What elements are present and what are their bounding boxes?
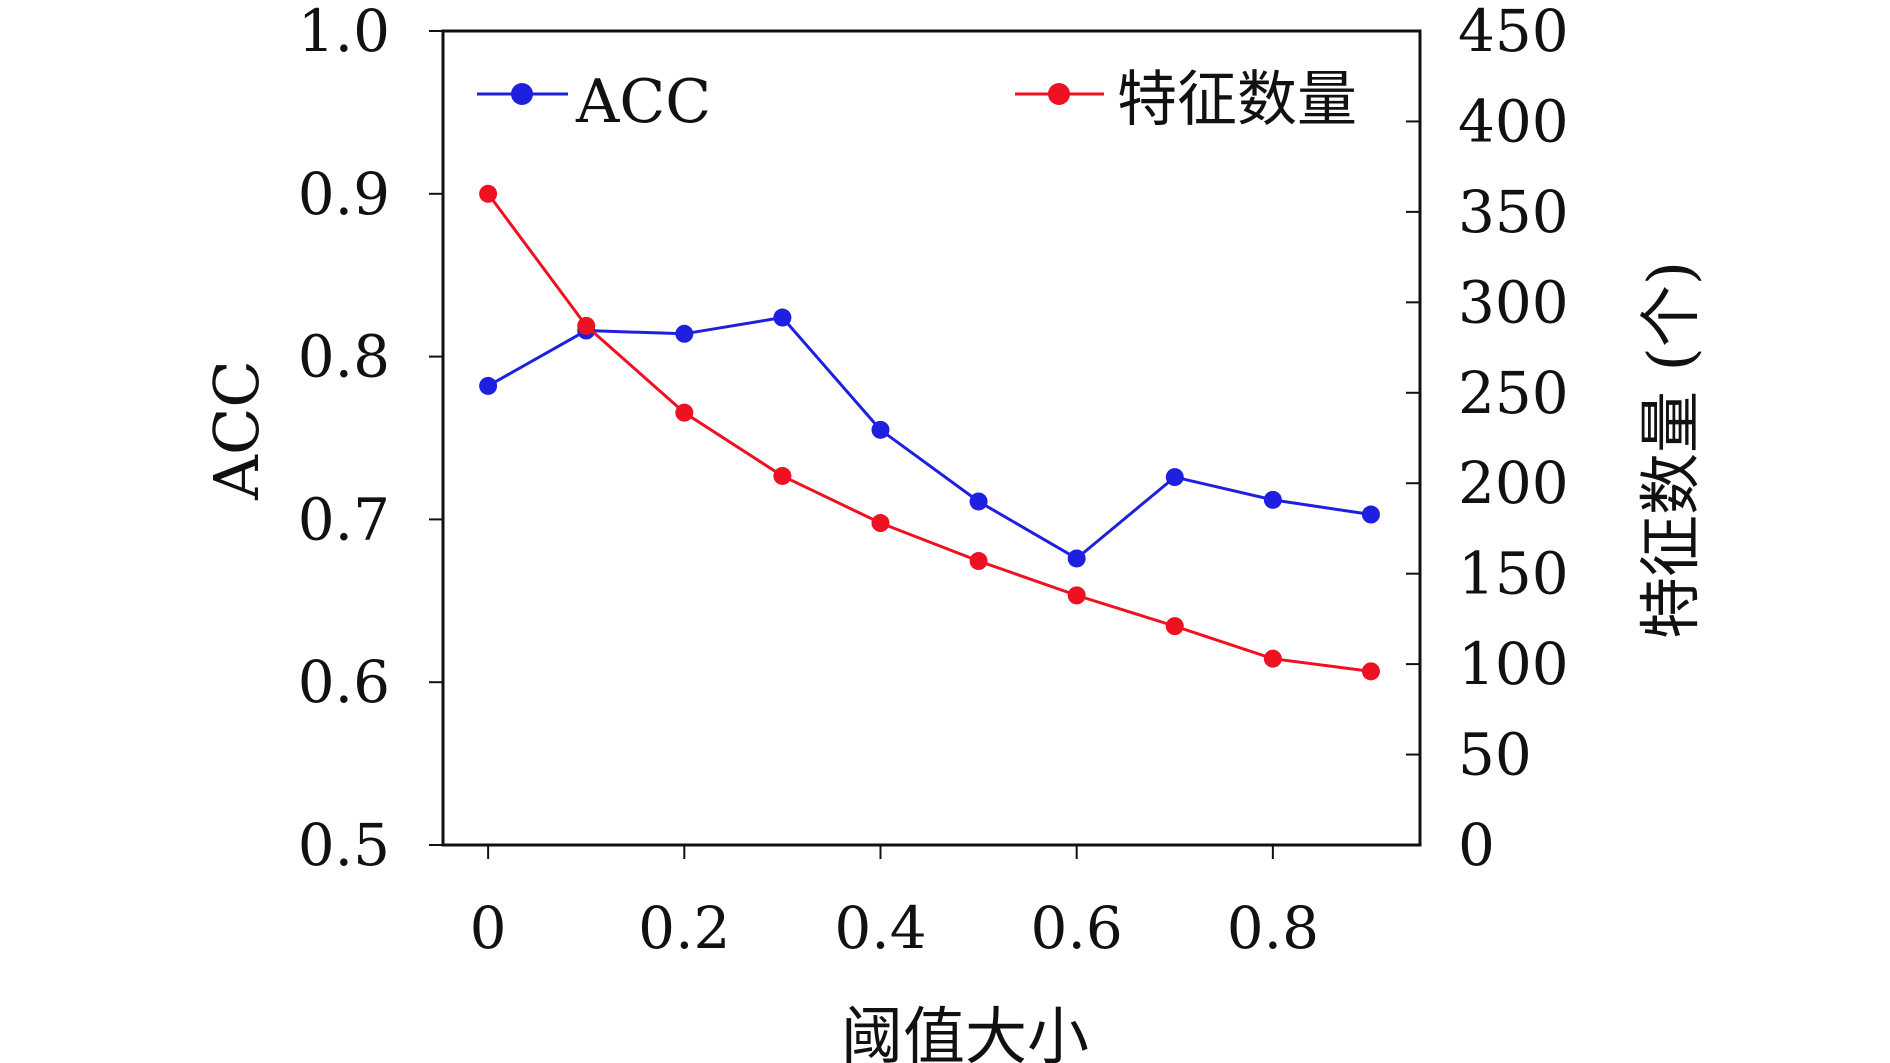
y-tick-label: 0.6: [298, 648, 390, 716]
legend-marker-feature-count: [1048, 83, 1070, 105]
plot-frame: [441, 29, 1422, 847]
data-point-acc: [773, 308, 792, 327]
x-tick-label: 0: [470, 894, 507, 962]
legend-marker-acc: [511, 83, 533, 105]
y2-tick-label: 250: [1458, 359, 1569, 427]
data-point-feature-count: [675, 403, 694, 422]
x-tick-label: 0.8: [1227, 894, 1319, 962]
data-point-acc: [1263, 490, 1282, 509]
y-tick-label: 1.0: [298, 0, 390, 65]
y2-tick-label: 200: [1458, 449, 1569, 517]
x-tick-label: 0.6: [1031, 894, 1123, 962]
data-point-acc: [1165, 468, 1184, 487]
data-point-feature-count: [969, 552, 988, 571]
data-point-feature-count: [1067, 586, 1086, 605]
data-point-acc: [969, 492, 988, 511]
y-axis-title: ACC: [200, 360, 273, 501]
data-point-feature-count: [871, 514, 890, 533]
y2-tick-label: 100: [1458, 630, 1569, 698]
x-axis-ticks: 0 0.2 0.4 0.6 0.8: [470, 845, 1319, 962]
y2-axis-ticks: 0 50 100 150 200 250 300 350 400 450: [1406, 0, 1569, 879]
y2-axis-title: 特征数量 (个): [1634, 261, 1707, 639]
series-layer: [479, 184, 1380, 681]
y-tick-label: 0.7: [298, 485, 390, 553]
y2-tick-label: 350: [1458, 178, 1569, 246]
data-point-feature-count: [773, 466, 792, 485]
data-point-acc: [675, 324, 694, 343]
x-tick-label: 0.2: [638, 894, 730, 962]
y2-tick-label: 450: [1458, 0, 1569, 65]
y2-tick-label: 150: [1458, 540, 1569, 608]
legend-label-feature-count: 特征数量: [1117, 65, 1357, 135]
data-point-feature-count: [1165, 617, 1184, 636]
series-line-acc: [487, 315, 1372, 561]
y2-tick-label: 50: [1458, 721, 1532, 789]
data-point-acc: [1067, 549, 1086, 568]
data-point-acc: [479, 376, 498, 395]
x-tick-label: 0.4: [834, 894, 926, 962]
data-point-feature-count: [1361, 662, 1380, 681]
data-point-acc: [1361, 505, 1380, 524]
data-point-acc: [871, 420, 890, 439]
data-point-feature-count: [479, 184, 498, 203]
y2-tick-label: 300: [1458, 268, 1569, 336]
y-tick-label: 0.9: [298, 160, 390, 228]
y-tick-label: 0.5: [298, 811, 390, 879]
data-point-feature-count: [1263, 649, 1282, 668]
y2-tick-label: 400: [1458, 87, 1569, 155]
y-axis-ticks: 0.5 0.6 0.7 0.8 0.9 1.0: [298, 0, 443, 879]
x-axis-title: 阈值大小: [841, 1000, 1089, 1063]
y-tick-label: 0.8: [298, 323, 390, 391]
data-point-feature-count: [577, 316, 596, 335]
series-line-feature-count: [486, 192, 1372, 673]
y2-tick-label: 0: [1458, 811, 1495, 879]
legend-label-acc: ACC: [575, 67, 711, 137]
legend: ACC 特征数量: [477, 65, 1357, 137]
